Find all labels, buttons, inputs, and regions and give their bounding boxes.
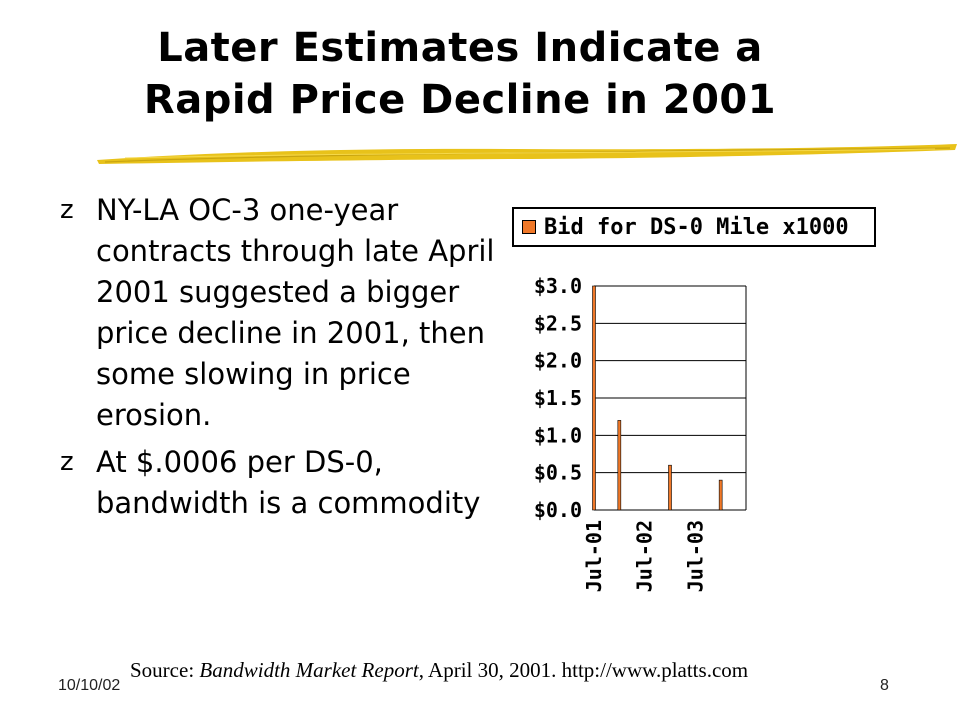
bullet-glyph: z: [60, 447, 74, 477]
y-tick-label: $1.5: [534, 386, 582, 410]
page-number: 8: [880, 677, 889, 694]
y-tick-label: $0.0: [534, 498, 582, 522]
bar: [617, 420, 622, 511]
y-tick-label: $2.0: [534, 349, 582, 373]
title-line-2: Rapid Price Decline in 2001: [143, 77, 777, 123]
bullet-glyph: z: [60, 195, 74, 225]
source-citation: Source: Bandwidth Market Report, April 3…: [130, 658, 748, 683]
y-tick-label: $0.5: [534, 461, 582, 485]
brush-stroke-underline: [97, 144, 957, 164]
bar: [718, 479, 723, 511]
bar: [668, 464, 672, 511]
bullet-item: z At $.0006 per DS-0, bandwidth is a com…: [58, 442, 498, 524]
source-prefix: Source:: [130, 658, 200, 682]
bullet-text-2: At $.0006 per DS-0, bandwidth is a commo…: [96, 445, 481, 520]
title-line-1: Later Estimates Indicate a: [157, 25, 763, 71]
x-tick-label: Jul-01: [582, 520, 606, 592]
legend-swatch: [522, 220, 536, 234]
chart-legend: Bid for DS-0 Mile x1000: [512, 207, 876, 247]
x-tick-label: Jul-02: [633, 520, 657, 592]
slide-title: Later Estimates Indicate a Rapid Price D…: [60, 22, 860, 126]
source-title: Bandwidth Market Report: [199, 658, 419, 682]
y-tick-label: $2.5: [534, 311, 582, 335]
y-tick-label: $3.0: [534, 274, 582, 298]
bar: [592, 285, 596, 511]
source-details: , April 30, 2001. http://www.platts.com: [418, 658, 749, 682]
footer-date: 10/10/02: [58, 677, 121, 694]
bullet-text-1: NY-LA OC-3 one-year contracts through la…: [96, 193, 495, 432]
bullet-list: z NY-LA OC-3 one-year contracts through …: [58, 190, 498, 530]
y-tick-label: $1.0: [534, 423, 582, 447]
legend-label: Bid for DS-0 Mile x1000: [544, 214, 849, 240]
bullet-item: z NY-LA OC-3 one-year contracts through …: [58, 190, 498, 436]
x-tick-label: Jul-03: [683, 520, 707, 592]
